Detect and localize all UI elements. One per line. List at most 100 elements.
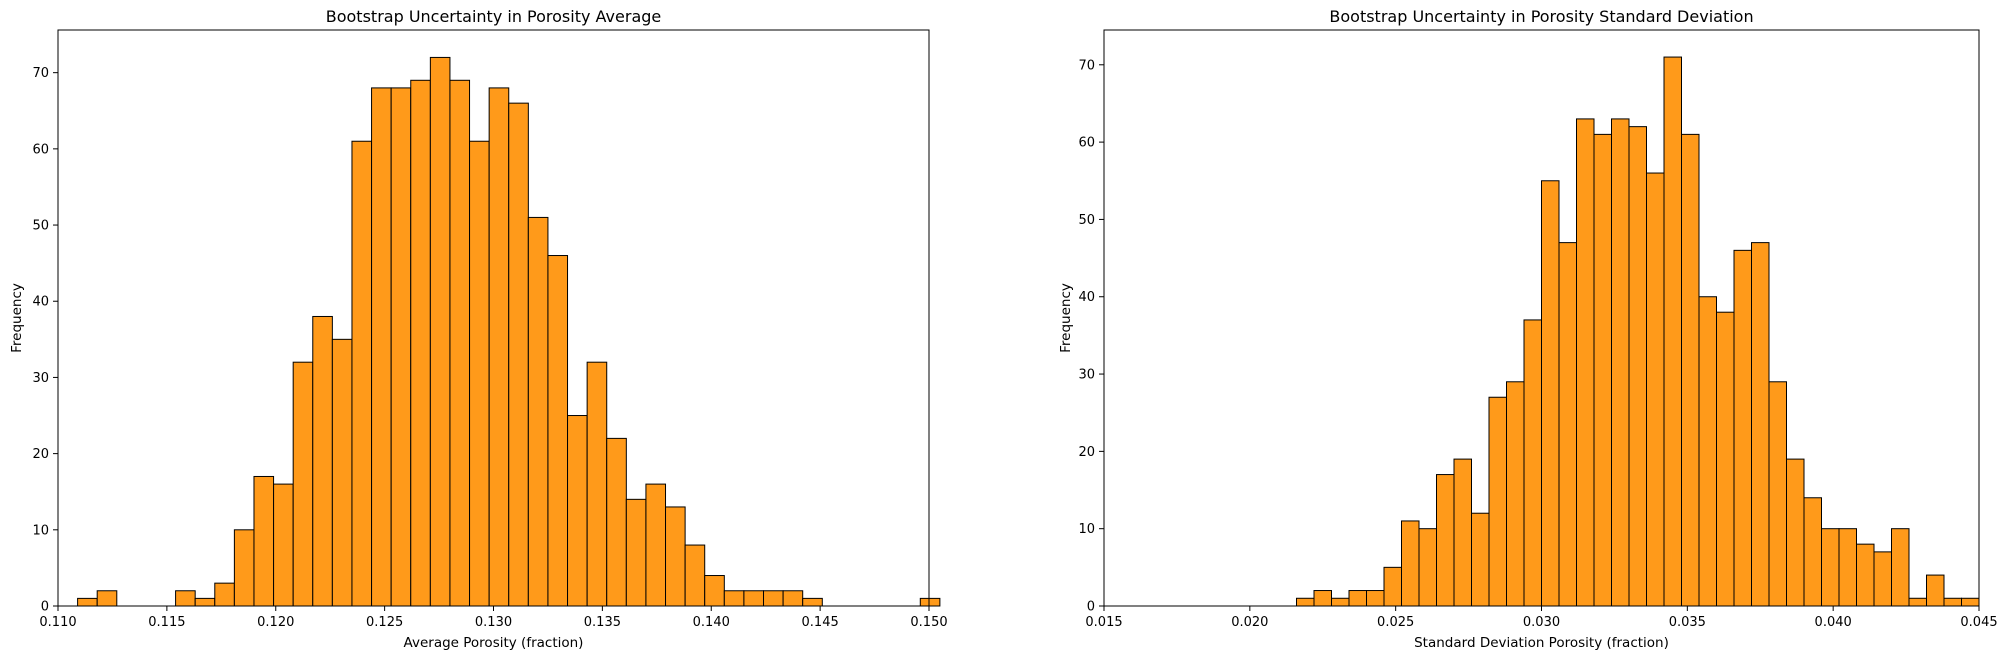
histogram-bar bbox=[586, 361, 608, 607]
bars-standard-deviation bbox=[1296, 56, 1980, 607]
x-tick-label: 0.045 bbox=[1960, 615, 1997, 630]
histogram-bar bbox=[1663, 56, 1682, 607]
histogram-bar bbox=[684, 544, 706, 607]
x-tick-label: 0.025 bbox=[1377, 615, 1414, 630]
histogram-bar bbox=[782, 590, 804, 607]
histogram-bar bbox=[1733, 249, 1752, 607]
x-tick-label: 0.030 bbox=[1523, 615, 1560, 630]
x-tick-label: 0.150 bbox=[910, 615, 947, 630]
x-ticks: 0.110 0.115 0.120 0.125 0.130 0.135 0.140 0.145… bbox=[39, 606, 948, 630]
histogram-bar bbox=[1891, 528, 1910, 607]
histogram-bar bbox=[429, 56, 451, 607]
histogram-bar bbox=[390, 87, 412, 607]
histogram-bar bbox=[1401, 520, 1420, 607]
x-axis-label: Average Porosity (fraction) bbox=[404, 635, 584, 651]
histogram-bar bbox=[410, 79, 431, 607]
histogram-bar bbox=[194, 597, 216, 607]
histogram-bar bbox=[77, 597, 98, 607]
y-tick-label: 50 bbox=[1078, 213, 1095, 228]
histogram-bar bbox=[665, 506, 686, 607]
histogram-bar bbox=[1541, 180, 1560, 607]
x-tick-label: 0.135 bbox=[584, 615, 621, 630]
histogram-bar bbox=[1348, 590, 1367, 607]
x-tick-label: 0.035 bbox=[1669, 615, 1706, 630]
histogram-bar bbox=[96, 590, 118, 607]
histogram-bar bbox=[488, 87, 510, 607]
histogram-bar bbox=[802, 597, 823, 607]
histogram-bar bbox=[1576, 118, 1595, 607]
y-tick-label: 60 bbox=[32, 142, 49, 157]
x-ticks: 0.015 0.020 0.025 0.030 0.035 0.040 0.045 bbox=[1085, 606, 1998, 630]
histogram-bar bbox=[527, 216, 549, 607]
histogram-bar bbox=[1716, 311, 1735, 607]
histogram-bar bbox=[645, 483, 667, 607]
y-ticks: 0 10 20 30 40 50 60 70 bbox=[1078, 58, 1104, 615]
histogram-bar bbox=[331, 338, 353, 607]
histogram-bar bbox=[1786, 458, 1805, 607]
histogram-bar bbox=[1313, 590, 1332, 607]
histogram-bar bbox=[449, 79, 471, 607]
histogram-bar bbox=[1961, 597, 1980, 607]
y-axis-label: Frequency bbox=[9, 283, 25, 353]
histogram-bar bbox=[1383, 566, 1402, 607]
histogram-bar bbox=[214, 582, 235, 607]
histogram-bar bbox=[1506, 381, 1525, 607]
histogram-bar bbox=[292, 361, 314, 607]
histogram-bar bbox=[606, 437, 627, 607]
histogram-bar bbox=[1943, 597, 1962, 607]
histogram-bar bbox=[1803, 497, 1822, 607]
x-tick-label: 0.115 bbox=[148, 615, 185, 630]
histogram-bar bbox=[469, 140, 490, 607]
histogram-bar bbox=[312, 315, 333, 607]
histogram-bar bbox=[1296, 597, 1315, 607]
histogram-bar bbox=[253, 475, 275, 607]
chart-title: Bootstrap Uncertainty in Porosity Averag… bbox=[326, 7, 662, 26]
histogram-bar bbox=[1646, 172, 1665, 607]
y-tick-label: 50 bbox=[32, 219, 49, 234]
y-tick-label: 60 bbox=[1078, 136, 1095, 151]
histogram-bar bbox=[175, 590, 196, 607]
chart-title: Bootstrap Uncertainty in Porosity Standa… bbox=[1329, 7, 1753, 26]
histogram-bar bbox=[1698, 296, 1717, 607]
x-tick-label: 0.125 bbox=[366, 615, 403, 630]
y-axis-label: Frequency bbox=[1058, 283, 1074, 353]
histogram-bar bbox=[1628, 126, 1647, 607]
histogram-bar bbox=[371, 87, 392, 607]
histogram-bar bbox=[567, 415, 588, 607]
y-tick-label: 30 bbox=[32, 371, 49, 386]
histogram-bar bbox=[233, 529, 255, 607]
histogram-bar bbox=[1856, 543, 1875, 607]
histogram-bar bbox=[1768, 381, 1787, 607]
histogram-bar bbox=[508, 102, 529, 607]
y-tick-label: 70 bbox=[1078, 58, 1095, 73]
y-tick-label: 10 bbox=[1078, 522, 1095, 537]
histogram-bar bbox=[273, 483, 294, 607]
histogram-bar bbox=[1681, 133, 1700, 607]
y-tick-label: 0 bbox=[41, 600, 49, 615]
histogram-bar bbox=[1366, 590, 1385, 607]
histogram-bar bbox=[1908, 597, 1927, 607]
y-tick-label: 30 bbox=[1078, 368, 1095, 383]
histogram-bar bbox=[1436, 474, 1455, 607]
y-tick-label: 70 bbox=[32, 66, 49, 81]
x-tick-label: 0.015 bbox=[1085, 615, 1122, 630]
histogram-bar bbox=[1873, 551, 1892, 607]
x-tick-label: 0.140 bbox=[693, 615, 730, 630]
histogram-bar bbox=[1488, 396, 1507, 607]
average-porosity-panel: Bootstrap Uncertainty in Porosity Averag… bbox=[9, 7, 948, 651]
y-tick-label: 40 bbox=[1078, 290, 1095, 305]
histogram-bar bbox=[1821, 528, 1840, 607]
y-ticks: 0 10 20 30 40 50 60 70 bbox=[32, 66, 58, 615]
histogram-bar bbox=[625, 498, 647, 607]
y-tick-label: 0 bbox=[1087, 600, 1095, 615]
histogram-bar bbox=[1926, 574, 1945, 607]
x-tick-label: 0.120 bbox=[257, 615, 294, 630]
histogram-bar bbox=[743, 590, 765, 607]
x-axis-label: Standard Deviation Porosity (fraction) bbox=[1414, 635, 1669, 651]
histogram-bar bbox=[1331, 597, 1350, 607]
y-tick-label: 20 bbox=[1078, 445, 1095, 460]
histogram-bar bbox=[1453, 458, 1472, 607]
histogram-bar bbox=[1751, 242, 1770, 607]
histogram-bar bbox=[1838, 528, 1857, 607]
